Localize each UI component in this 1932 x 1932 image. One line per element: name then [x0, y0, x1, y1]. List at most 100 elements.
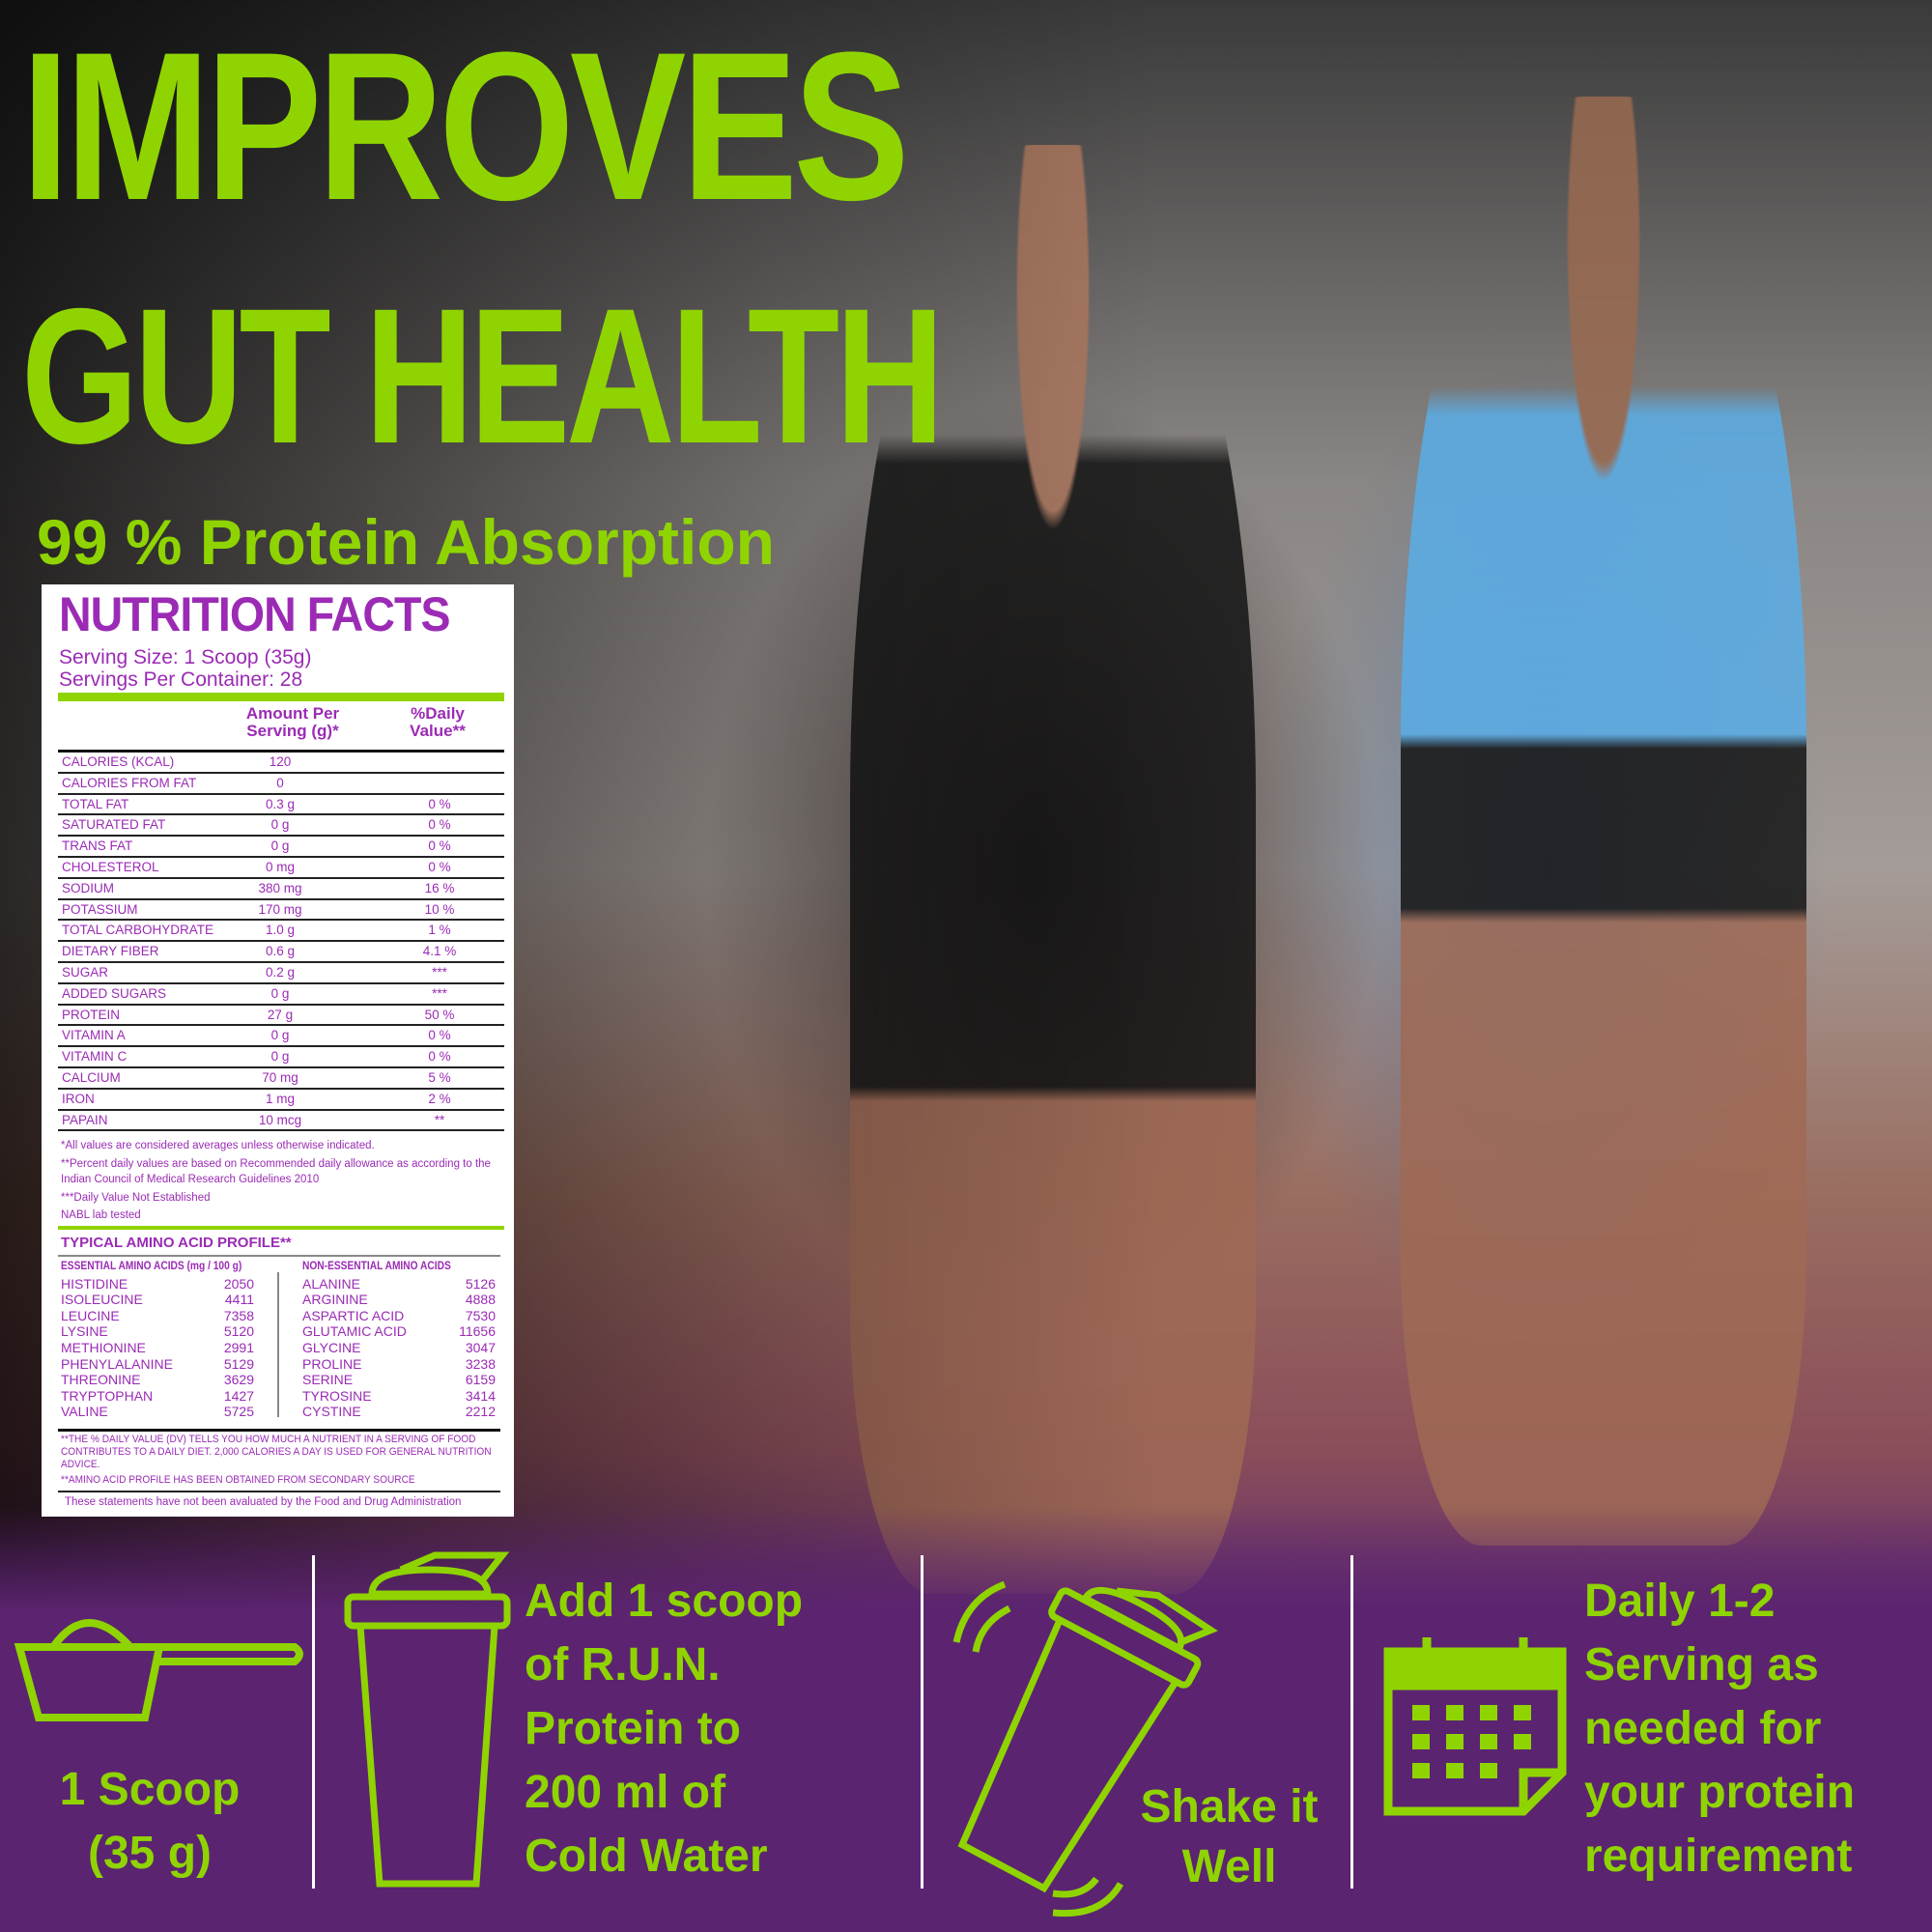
nutrient-row: PROTEIN 27 g 50 % [58, 1006, 504, 1027]
nutrient-row: PAPAIN 10 mcg ** [58, 1111, 504, 1132]
divider [58, 1429, 500, 1432]
nutrient-row: POTASSIUM 170 mg 10 % [58, 900, 504, 922]
nutrient-row: SUGAR 0.2 g *** [58, 963, 504, 984]
amino-acid-item: TRYPTOPHAN 1427 [61, 1388, 254, 1405]
nutrient-amount: 0 [276, 775, 284, 790]
nutrient-name: TOTAL FAT [62, 796, 129, 811]
nutrient-row: CALORIES FROM FAT 0 [58, 774, 504, 795]
nonessential-header: NON-ESSENTIAL AMINO ACIDS [302, 1259, 451, 1272]
amino-name: VALINE [61, 1404, 108, 1420]
nutrition-facts-panel: NUTRITION FACTS Serving Size: 1 Scoop (3… [42, 584, 514, 1517]
amino-acid-item: GLYCINE 3047 [302, 1340, 496, 1356]
amino-name: LYSINE [61, 1323, 108, 1340]
nutrient-dv: 2 % [428, 1091, 451, 1106]
headline-line-2: GUT HEALTH [21, 269, 944, 485]
divider [921, 1555, 923, 1889]
nutrient-table: CALORIES (KCAL) 120 CALORIES FROM FAT 0 TOTA… [58, 750, 504, 1132]
nutrient-name: TRANS FAT [62, 838, 133, 854]
note-amino-source: **AMINO ACID PROFILE HAS BEEN OBTAINED F… [61, 1474, 415, 1486]
divider [58, 1226, 504, 1230]
nutrient-dv: 0 % [428, 1028, 451, 1043]
nutrient-row: TOTAL FAT 0.3 g 0 % [58, 795, 504, 816]
amino-acid-item: SERINE 6159 [302, 1372, 496, 1388]
nutrient-name: PAPAIN [62, 1112, 108, 1127]
text-line: Well [1181, 1841, 1277, 1892]
amino-value: 2212 [465, 1404, 496, 1420]
amino-acid-item: CYSTINE 2212 [302, 1404, 496, 1420]
amino-value: 1427 [223, 1387, 254, 1404]
amino-name: THREONINE [61, 1372, 141, 1388]
text-line: requirement [1584, 1831, 1853, 1882]
column-amount: Amount Per Serving (g)* [245, 704, 340, 740]
divider [58, 1491, 500, 1492]
nutrient-amount: 1.0 g [265, 923, 296, 938]
amino-name: ALANINE [302, 1275, 360, 1292]
nutrient-name: IRON [62, 1091, 95, 1106]
nutrient-name: CHOLESTEROL [62, 859, 159, 874]
nutrient-row: ADDED SUGARS 0 g *** [58, 984, 504, 1006]
amino-name: CYSTINE [302, 1404, 361, 1420]
nutrient-row: IRON 1 mg 2 % [58, 1090, 504, 1111]
amino-value: 5126 [465, 1275, 496, 1292]
nonessential-amino-list: NON-ESSENTIAL AMINO ACIDS ALANINE 5126 ARG… [302, 1258, 496, 1420]
amino-acid-item: LYSINE 5120 [61, 1323, 254, 1340]
nutrient-dv: 0 % [428, 859, 451, 874]
amino-acid-item: LEUCINE 7358 [61, 1308, 254, 1324]
nutrient-dv: 10 % [424, 901, 455, 917]
text-line: Daily 1-2 [1584, 1576, 1776, 1627]
runner-blue-vest [1401, 97, 1806, 1546]
text-line: 1 Scoop [59, 1764, 241, 1815]
amino-name: ISOLEUCINE [61, 1292, 143, 1308]
amino-acid-item: VALINE 5725 [61, 1404, 254, 1420]
step-2-text: Add 1 scoop of R.U.N. Protein to 200 ml of C… [525, 1570, 803, 1889]
nutrient-row: SODIUM 380 mg 16 % [58, 879, 504, 900]
text-line: Add 1 scoop [525, 1576, 804, 1627]
nutrient-dv: *** [432, 964, 447, 980]
nutrient-amount: 0 g [270, 1049, 290, 1065]
essential-header: ESSENTIAL AMINO ACIDS (mg / 100 g) [61, 1259, 242, 1272]
amino-title: TYPICAL AMINO ACID PROFILE** [61, 1235, 292, 1251]
amino-value: 3047 [465, 1339, 496, 1355]
amino-name: METHIONINE [61, 1339, 146, 1355]
amino-acid-item: THREONINE 3629 [61, 1372, 254, 1388]
amino-name: ASPARTIC ACID [302, 1307, 405, 1323]
amino-acid-item: PHENYLALANINE 5129 [61, 1356, 254, 1373]
amino-value: 11656 [459, 1323, 496, 1340]
essential-amino-list: ESSENTIAL AMINO ACIDS (mg / 100 g) HISTI… [61, 1258, 254, 1420]
amino-value: 3414 [465, 1387, 496, 1404]
amino-acid-item: ISOLEUCINE 4411 [61, 1292, 254, 1308]
amino-acid-item: HISTIDINE 2050 [61, 1276, 254, 1293]
step-4-text: Daily 1-2 Serving as needed for your protei… [1584, 1570, 1855, 1889]
divider [58, 693, 504, 701]
calendar-icon [1383, 1637, 1567, 1816]
nutrient-amount: 10 mcg [258, 1112, 302, 1127]
nutrient-dv: 0 % [428, 817, 451, 833]
nutrient-amount: 1 mg [265, 1091, 295, 1106]
note-dv: **THE % DAILY VALUE (DV) TELLS YOU HOW M… [61, 1434, 492, 1470]
nutrient-row: VITAMIN A 0 g 0 % [58, 1026, 504, 1048]
text-line: Serving as [1584, 1639, 1819, 1690]
amino-acid-item: TYROSINE 3414 [302, 1388, 496, 1405]
nutrient-amount: 170 mg [258, 901, 302, 917]
nutrient-amount: 27 g [267, 1007, 294, 1022]
amino-value: 2050 [223, 1275, 254, 1292]
serving-size: Serving Size: 1 Scoop (35g) [59, 646, 312, 668]
nutrient-name: ADDED SUGARS [62, 985, 167, 1001]
text-line: Shake it [1140, 1781, 1319, 1833]
note-nabl: NABL lab tested [61, 1209, 141, 1221]
amino-acid-item: ARGININE 4888 [302, 1292, 496, 1308]
nutrient-dv: *** [432, 985, 447, 1001]
nutrient-name: VITAMIN C [62, 1049, 128, 1065]
amino-name: LEUCINE [61, 1307, 120, 1323]
amino-name: ARGININE [302, 1292, 368, 1308]
nutrient-dv: 5 % [428, 1069, 451, 1085]
amino-name: GLYCINE [302, 1339, 361, 1355]
amino-acid-item: PROLINE 3238 [302, 1356, 496, 1373]
nutrient-dv: 0 % [428, 1049, 451, 1065]
nutrient-row: DIETARY FIBER 0.6 g 4.1 % [58, 942, 504, 963]
note-fda: These statements have not been avaluated… [65, 1496, 462, 1508]
amino-value: 7530 [465, 1307, 496, 1323]
nutrient-amount: 0 mg [265, 859, 295, 874]
nutrient-name: POTASSIUM [62, 901, 138, 917]
